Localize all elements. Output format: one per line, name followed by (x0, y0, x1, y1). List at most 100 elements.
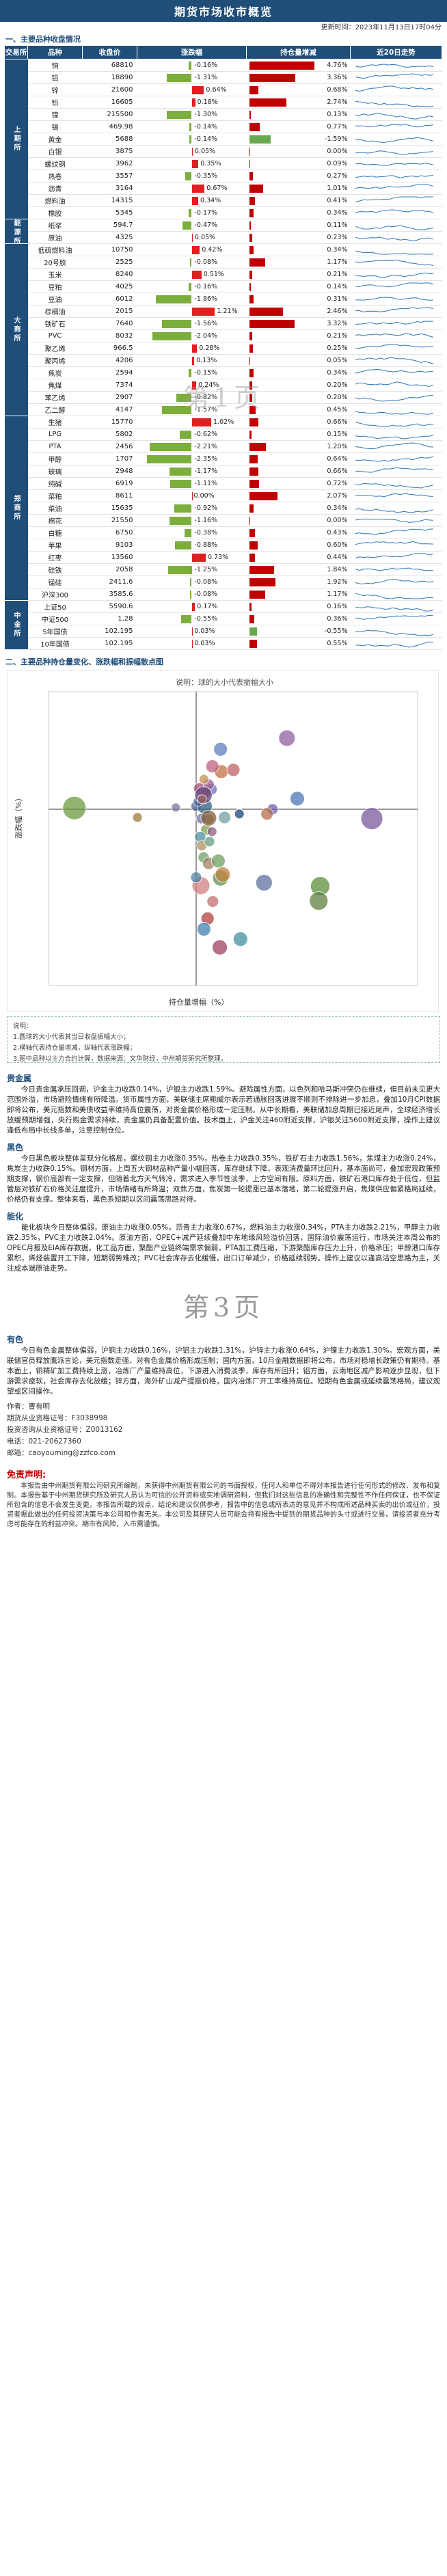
change-bar (189, 123, 192, 131)
change-value: 0.67% (206, 185, 228, 192)
energy-title: 能化 (7, 1212, 24, 1221)
trend-cell (350, 145, 442, 158)
position-bar (249, 578, 275, 586)
table-row: 锰硅 2411.6 -0.08% 1.92% (5, 575, 442, 588)
table-row: 热卷 3557 -0.35% 0.27% (5, 170, 442, 182)
scatter-point (309, 891, 329, 911)
sparkline (355, 410, 433, 415)
scatter-point (232, 932, 248, 947)
variety-cell: 乙二醇 (27, 403, 83, 416)
close-price-cell: 5345 (82, 206, 137, 219)
position-value: -0.55% (324, 627, 348, 635)
sparkline (355, 174, 433, 178)
change-value: 0.35% (200, 160, 221, 167)
close-price-cell: 18890 (82, 71, 137, 84)
change-bar (167, 111, 192, 119)
trend-cell (350, 539, 442, 552)
trend-cell (350, 157, 442, 170)
trend-cell (350, 379, 442, 392)
position-value: 0.21% (327, 271, 348, 278)
change-value: 0.34% (200, 197, 221, 204)
change-cell: -0.16% (137, 280, 247, 293)
sparkline (355, 614, 433, 620)
position-bar (249, 74, 295, 82)
close-price-cell: 594.7 (82, 219, 137, 232)
table-row: 5年国债 102.195 0.03% -0.55% (5, 625, 442, 638)
close-price-cell: 7640 (82, 317, 137, 330)
position-value: 0.66% (327, 467, 348, 475)
position-bar (249, 357, 250, 365)
sparkline (355, 567, 433, 571)
change-cell: -0.47% (137, 219, 247, 232)
change-value: 0.03% (194, 627, 215, 635)
section2-title: 二、主要品种持仓量变化、涨跌幅和振幅散点图 (5, 657, 163, 666)
change-cell: 0.73% (137, 551, 247, 564)
exchange-cell: 上期所 (4, 59, 28, 219)
table-row: 铝 18890 -1.31% 3.36% (5, 71, 442, 84)
scatter-point (215, 867, 231, 882)
sparkline (355, 296, 433, 301)
change-bar (191, 86, 204, 94)
position-cell: 0.66% (246, 465, 351, 478)
position-cell: 0.13% (246, 108, 351, 121)
position-bar (249, 111, 252, 119)
variety-cell: 焦煤 (27, 379, 83, 392)
change-value: -1.11% (194, 480, 218, 487)
position-cell: 0.68% (246, 83, 351, 96)
sparkline (355, 394, 433, 402)
change-value: -0.17% (194, 209, 218, 217)
variety-cell: 原油 (27, 231, 83, 244)
change-cell: -0.14% (137, 120, 247, 133)
position-cell: 2.07% (246, 489, 351, 502)
table-row: 铁矿石 7640 -1.56% 3.32% (5, 317, 442, 330)
change-value: -2.21% (194, 443, 218, 450)
position-cell: 0.00% (246, 145, 351, 158)
trend-cell (350, 243, 442, 256)
change-value: 1.21% (217, 308, 238, 315)
position-bar (249, 246, 254, 254)
trend-cell (350, 317, 442, 330)
col-header-close: 收盘价 (82, 45, 137, 59)
position-cell: 0.25% (246, 342, 351, 355)
position-value: 0.11% (327, 221, 348, 229)
sparkline (355, 578, 433, 584)
trend-cell (350, 366, 442, 379)
trend-cell (350, 428, 442, 441)
variety-cell: 聚乙烯 (27, 342, 83, 355)
change-cell: -0.55% (137, 612, 247, 625)
sparkline (355, 259, 433, 266)
trend-cell (350, 354, 442, 367)
author-phone: 电话：021-20627360 (7, 1437, 81, 1446)
position-value: 0.72% (327, 480, 348, 487)
sparkline (355, 208, 433, 213)
position-cell: 0.09% (246, 157, 351, 170)
variety-cell: 纯碱 (27, 477, 83, 490)
variety-cell: 苹果 (27, 539, 83, 552)
position-value: 2.74% (327, 98, 348, 106)
change-cell: -0.08% (137, 588, 247, 601)
close-price-cell: 8240 (82, 268, 137, 281)
exchange-cell: 中金所 (4, 600, 28, 650)
table-row: 纯碱 6919 -1.11% 0.72% (5, 477, 442, 490)
trend-cell (350, 133, 442, 146)
change-cell: -1.11% (137, 477, 247, 490)
table-row: 玉米 8240 0.51% 0.21% (5, 268, 442, 281)
sparkline (355, 381, 433, 387)
position-bar (249, 185, 263, 193)
position-value: 0.23% (327, 234, 348, 241)
scatter-point (218, 811, 231, 824)
gold-title: 贵金属 (7, 1074, 32, 1083)
variety-cell: PVC (27, 329, 83, 342)
position-value: 0.15% (327, 431, 348, 438)
change-value: 0.13% (196, 357, 217, 364)
change-value: -0.55% (194, 615, 218, 623)
table-row: 中金所 上证50 5590.6 0.17% 0.16% (4, 600, 442, 650)
change-bar (191, 627, 193, 636)
position-bar (249, 332, 252, 340)
table-row: 10年国债 102.195 0.03% 0.55% (5, 637, 442, 650)
change-cell: -0.82% (137, 391, 247, 404)
sparkline (355, 85, 433, 92)
table-row: 大商所 低硫燃料油 10750 0.42% 0.34% (4, 243, 442, 416)
change-bar (189, 369, 192, 377)
x-axis-label: 持仓量增幅（%） (169, 997, 228, 1007)
